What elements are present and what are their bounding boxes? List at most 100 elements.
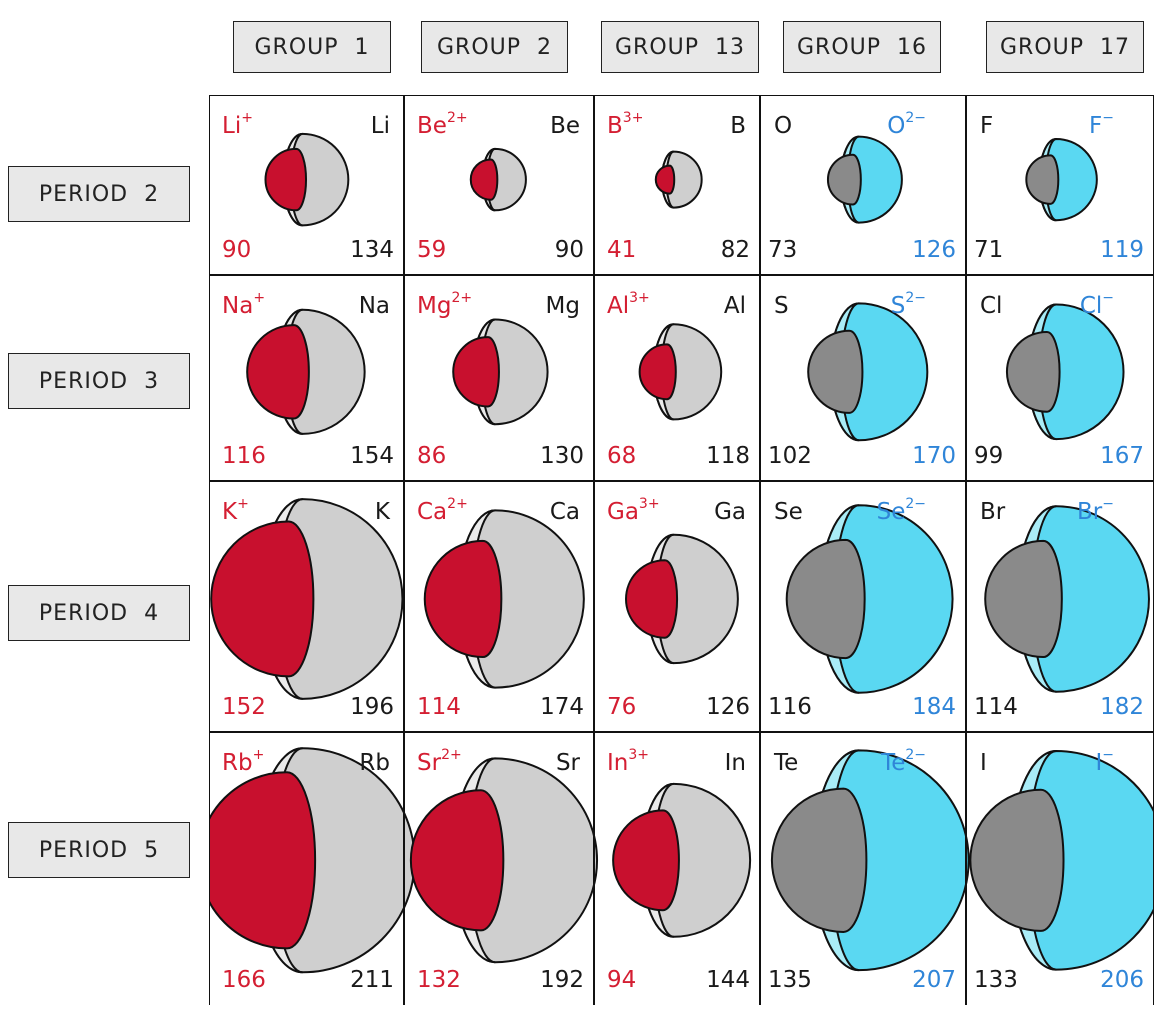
- cell-cl: Cl Cl−99 167: [974, 290, 1144, 469]
- atom-core: [770, 787, 868, 933]
- symbol: Al: [607, 293, 629, 319]
- period-label-2: PERIOD 2: [8, 166, 190, 222]
- ion-symbol: Sr2+: [417, 747, 462, 776]
- ion-radius: 184: [912, 694, 956, 720]
- symbol: I: [1095, 750, 1102, 776]
- ion-symbol: Se2−: [877, 496, 926, 525]
- atom-radius: 135: [768, 967, 812, 993]
- ion-radius: 68: [607, 443, 636, 469]
- atom-core: [785, 538, 866, 660]
- atom-core: [1025, 154, 1060, 205]
- ion-symbol: O2−: [887, 110, 926, 139]
- atom-symbol: Cl: [980, 293, 1002, 319]
- symbol: Se: [877, 499, 906, 525]
- charge: −: [1102, 110, 1114, 126]
- symbol: S: [891, 293, 906, 319]
- group-header-label: GROUP 16: [797, 34, 927, 60]
- ion-radius: 206: [1100, 967, 1144, 993]
- symbol: O: [887, 113, 905, 139]
- atom-core: [984, 539, 1063, 659]
- symbol: Be: [417, 113, 447, 139]
- atom-radius: 99: [974, 443, 1003, 469]
- ion-symbol: Mg2+: [417, 290, 472, 319]
- atom-symbol: Sr: [556, 750, 581, 776]
- ion-symbol: S2−: [891, 290, 926, 319]
- ion-radius: 94: [607, 967, 636, 993]
- ion-core: [469, 158, 499, 201]
- period-label-5: PERIOD 5: [8, 822, 190, 878]
- ion-symbol: Na+: [222, 290, 265, 319]
- period-label-text: PERIOD 5: [38, 837, 160, 863]
- ion-core: [410, 789, 505, 932]
- charge: −: [1102, 747, 1114, 763]
- atom-radius: 73: [768, 237, 797, 263]
- ion-symbol: K+: [222, 496, 249, 525]
- charge: +: [237, 496, 249, 512]
- ion-symbol: I−: [1095, 747, 1114, 776]
- symbol: Cl: [1080, 293, 1102, 319]
- ion-radius: 116: [222, 443, 266, 469]
- ion-radius: 170: [912, 443, 956, 469]
- atom-radius: 82: [721, 237, 750, 263]
- ion-radius: 86: [417, 443, 446, 469]
- charge: 2+: [447, 496, 468, 512]
- cell-s: S S2−102 170: [768, 290, 956, 469]
- atom-symbol: B: [730, 113, 746, 139]
- ion-symbol: F−: [1089, 110, 1114, 139]
- symbol: B: [607, 113, 623, 139]
- period-label-4: PERIOD 4: [8, 585, 190, 641]
- group-header-label: GROUP 17: [1000, 34, 1130, 60]
- period-label-3: PERIOD 3: [8, 353, 190, 409]
- group-header-label: GROUP 1: [254, 34, 370, 60]
- charge: 3+: [623, 110, 644, 126]
- ion-core: [612, 809, 680, 912]
- ion-core: [452, 336, 500, 408]
- atom-symbol: Li: [371, 113, 390, 139]
- atom-radius: 71: [974, 237, 1003, 263]
- group-header-label: GROUP 2: [436, 34, 552, 60]
- atom-symbol: F: [980, 113, 993, 139]
- ion-radius: 114: [417, 694, 461, 720]
- group-header-1: GROUP 1: [233, 21, 391, 73]
- charge: 2−: [905, 496, 926, 512]
- ion-radius: 152: [222, 694, 266, 720]
- atom-symbol: Br: [980, 499, 1006, 525]
- ion-core: [423, 539, 503, 659]
- atom-core: [807, 329, 864, 414]
- charge: +: [253, 747, 265, 763]
- atom-radius: 211: [350, 967, 394, 993]
- charge: 2+: [441, 747, 462, 763]
- atom-radius: 126: [706, 694, 750, 720]
- atom-core: [969, 788, 1065, 932]
- charge: 2+: [447, 110, 468, 126]
- period-label-text: PERIOD 3: [38, 368, 160, 394]
- grid-lines: [209, 95, 1154, 1005]
- group-header-2: GROUP 2: [421, 21, 568, 73]
- atom-radius: 114: [974, 694, 1018, 720]
- atom-symbol: Ga: [714, 499, 746, 525]
- symbol: Ga: [607, 499, 639, 525]
- ion-core: [654, 164, 676, 195]
- cell-se: Se Se2−116 184: [768, 496, 956, 720]
- atom-radius: 133: [974, 967, 1018, 993]
- atom-radius: 116: [768, 694, 812, 720]
- charge: −: [1102, 496, 1114, 512]
- charge: +: [253, 290, 265, 306]
- ion-symbol: Li+: [222, 110, 253, 139]
- symbol: Br: [1077, 499, 1103, 525]
- ion-core: [210, 520, 315, 678]
- charge: 2−: [905, 110, 926, 126]
- charge: 2+: [451, 290, 472, 306]
- ion-radius: 59: [417, 237, 446, 263]
- ion-core: [246, 324, 310, 420]
- cell-f: F F−71 119: [974, 110, 1144, 263]
- atom-symbol: Se: [774, 499, 803, 525]
- atom-symbol: I: [980, 750, 987, 776]
